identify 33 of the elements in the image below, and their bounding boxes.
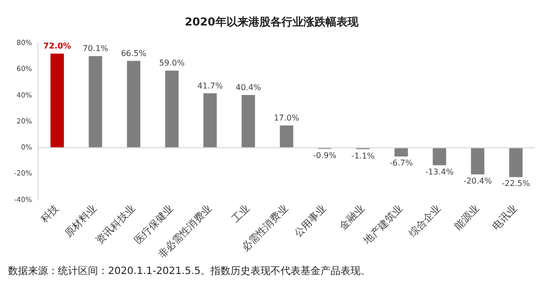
bar	[88, 56, 102, 148]
bar	[470, 148, 484, 174]
bar	[509, 148, 523, 178]
data-label: -1.1%	[351, 151, 375, 160]
data-label: 59.0%	[159, 58, 185, 68]
data-label: -22.5%	[502, 179, 530, 188]
x-tick-label: 科技	[38, 202, 62, 226]
data-label: -6.7%	[390, 158, 414, 168]
bar	[432, 148, 446, 166]
data-label: -20.4%	[464, 176, 492, 186]
source-note: 数据来源：统计区间：2020.1.1-2021.5.5。指数历史表现不代表基金产品表现。	[8, 264, 372, 278]
bar	[50, 54, 64, 148]
bar	[203, 93, 217, 148]
data-label: 70.1%	[82, 44, 109, 54]
data-label: 72.0%	[43, 42, 72, 51]
data-label: 41.7%	[197, 81, 224, 90]
x-tick-label: 综合企业	[406, 202, 444, 240]
data-label: 17.0%	[274, 114, 300, 123]
x-tick-label: 金融业	[337, 202, 367, 232]
bar	[126, 60, 140, 148]
bar	[394, 148, 408, 156]
data-label: -0.9%	[313, 151, 337, 160]
x-tick-label: 工业	[230, 202, 252, 226]
x-tick-label: 电讯业	[490, 202, 520, 232]
bar	[242, 94, 256, 148]
x-tick-label: 能源业	[452, 202, 482, 232]
chart-title: 2020年以来港股各行业涨跌幅表现	[184, 15, 360, 28]
bar	[165, 70, 179, 148]
data-label: 40.4%	[236, 83, 262, 92]
data-label: -13.4%	[425, 167, 454, 176]
bar	[280, 126, 294, 148]
data-label: 66.5%	[120, 48, 147, 58]
x-tick-label: 公用事业	[292, 202, 329, 240]
